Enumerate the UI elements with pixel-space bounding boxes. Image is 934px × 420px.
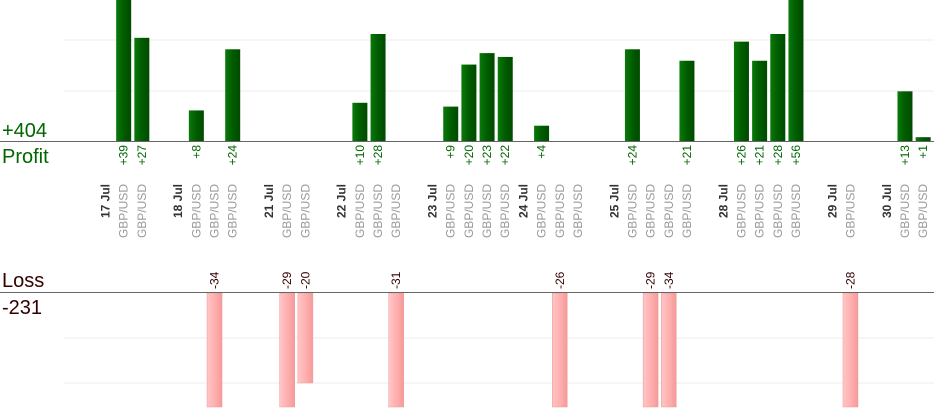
symbol-tick-label: GBP/USD bbox=[117, 184, 131, 238]
symbol-tick-label: GBP/USD bbox=[571, 184, 585, 238]
loss-value-label: -29 bbox=[280, 271, 294, 289]
symbol-tick-label: GBP/USD bbox=[389, 184, 403, 238]
loss-value-label: -26 bbox=[553, 271, 567, 289]
symbol-tick-label: GBP/USD bbox=[498, 184, 512, 238]
profit-bar bbox=[225, 49, 241, 141]
profit-bar bbox=[752, 60, 768, 141]
profit-bar bbox=[116, 0, 132, 141]
date-tick-label: 17 Jul bbox=[99, 184, 113, 218]
loss-value-label: -29 bbox=[644, 271, 658, 289]
profit-bar bbox=[443, 106, 459, 141]
date-tick-label: 18 Jul bbox=[171, 184, 185, 218]
loss-bar bbox=[388, 292, 404, 408]
symbol-tick-label: GBP/USD bbox=[135, 184, 149, 238]
symbol-tick-label: GBP/USD bbox=[843, 184, 857, 238]
profit-value-label: +56 bbox=[789, 145, 803, 166]
loss-bar bbox=[661, 292, 677, 408]
profit-bar bbox=[461, 64, 477, 141]
profit-value-label: +26 bbox=[734, 145, 748, 166]
profit-value-label: +24 bbox=[226, 145, 240, 166]
symbol-tick-label: GBP/USD bbox=[226, 184, 240, 238]
profit-value-label: +21 bbox=[753, 145, 767, 166]
profit-value-label: +23 bbox=[480, 145, 494, 166]
loss-value-label: -31 bbox=[389, 271, 403, 289]
symbol-tick-label: GBP/USD bbox=[898, 184, 912, 238]
loss-value-label: -34 bbox=[208, 271, 222, 289]
date-tick-label: 29 Jul bbox=[825, 184, 839, 218]
profit-bar bbox=[915, 137, 931, 141]
profit-bar bbox=[134, 37, 150, 142]
profit-value-label: +39 bbox=[117, 145, 131, 166]
symbol-tick-label: GBP/USD bbox=[444, 184, 458, 238]
loss-bar bbox=[842, 292, 859, 408]
symbol-tick-label: GBP/USD bbox=[680, 184, 694, 238]
loss-bar bbox=[279, 292, 295, 408]
profit-bar bbox=[534, 125, 550, 141]
loss-value-label: -34 bbox=[662, 271, 676, 289]
profit-value-label: +24 bbox=[625, 145, 639, 166]
profit-value-label: +4 bbox=[535, 145, 549, 159]
date-tick-label: 22 Jul bbox=[335, 184, 349, 218]
profit-bar bbox=[370, 34, 386, 141]
profit-value-label: +1 bbox=[916, 145, 930, 159]
symbol-tick-label: GBP/USD bbox=[535, 184, 549, 238]
profit-value-label: +27 bbox=[135, 145, 149, 166]
symbol-tick-label: GBP/USD bbox=[371, 184, 385, 238]
loss-bar bbox=[297, 292, 314, 384]
date-tick-label: 21 Jul bbox=[262, 184, 276, 218]
symbol-tick-label: GBP/USD bbox=[916, 184, 930, 238]
profit-value-label: +21 bbox=[680, 145, 694, 166]
profit-bar bbox=[897, 91, 913, 141]
profit-bar bbox=[352, 102, 368, 141]
profit-bar bbox=[479, 53, 495, 141]
profit-value-label: +9 bbox=[444, 145, 458, 159]
date-tick-label: 25 Jul bbox=[607, 184, 621, 218]
profit-value-label: +20 bbox=[462, 145, 476, 166]
loss-bar bbox=[206, 292, 223, 408]
loss-bar bbox=[642, 292, 659, 408]
symbol-tick-label: GBP/USD bbox=[644, 184, 658, 238]
date-tick-label: 28 Jul bbox=[716, 184, 730, 218]
symbol-tick-label: GBP/USD bbox=[298, 184, 312, 238]
symbol-tick-label: GBP/USD bbox=[789, 184, 803, 238]
loss-value-label: -28 bbox=[843, 271, 857, 289]
date-tick-label: 24 Jul bbox=[516, 184, 530, 218]
profit-value-label: +28 bbox=[771, 145, 785, 166]
loss-total: -231 bbox=[2, 297, 42, 319]
symbol-tick-label: GBP/USD bbox=[771, 184, 785, 238]
profit-bar bbox=[733, 41, 749, 142]
symbol-tick-label: GBP/USD bbox=[662, 184, 676, 238]
profit-bar bbox=[497, 56, 513, 141]
symbol-tick-label: GBP/USD bbox=[734, 184, 748, 238]
profit-bar bbox=[770, 34, 786, 141]
symbol-tick-label: GBP/USD bbox=[625, 184, 639, 238]
profit-value-label: +10 bbox=[353, 145, 367, 166]
profit-bar bbox=[788, 0, 804, 141]
date-tick-label: 23 Jul bbox=[426, 184, 440, 218]
date-tick-label: 30 Jul bbox=[880, 184, 894, 218]
profit-value-label: +22 bbox=[498, 145, 512, 166]
symbol-tick-label: GBP/USD bbox=[553, 184, 567, 238]
profit-bar bbox=[679, 60, 695, 141]
symbol-tick-label: GBP/USD bbox=[462, 184, 476, 238]
profit-label: Profit bbox=[2, 146, 49, 168]
symbol-tick-label: GBP/USD bbox=[480, 184, 494, 238]
loss-bar bbox=[552, 292, 568, 408]
symbol-tick-label: GBP/USD bbox=[280, 184, 294, 238]
profit-value-label: +28 bbox=[371, 145, 385, 166]
loss-label: Loss bbox=[2, 270, 44, 292]
profit-bar bbox=[188, 110, 204, 141]
symbol-tick-label: GBP/USD bbox=[753, 184, 767, 238]
profit-bar bbox=[624, 49, 640, 141]
profit-value-label: +8 bbox=[189, 145, 203, 159]
profit-total: +404 bbox=[2, 120, 47, 142]
profit-value-label: +13 bbox=[898, 145, 912, 166]
symbol-tick-label: GBP/USD bbox=[208, 184, 222, 238]
symbol-tick-label: GBP/USD bbox=[353, 184, 367, 238]
loss-value-label: -20 bbox=[298, 271, 312, 289]
symbol-tick-label: GBP/USD bbox=[189, 184, 203, 238]
